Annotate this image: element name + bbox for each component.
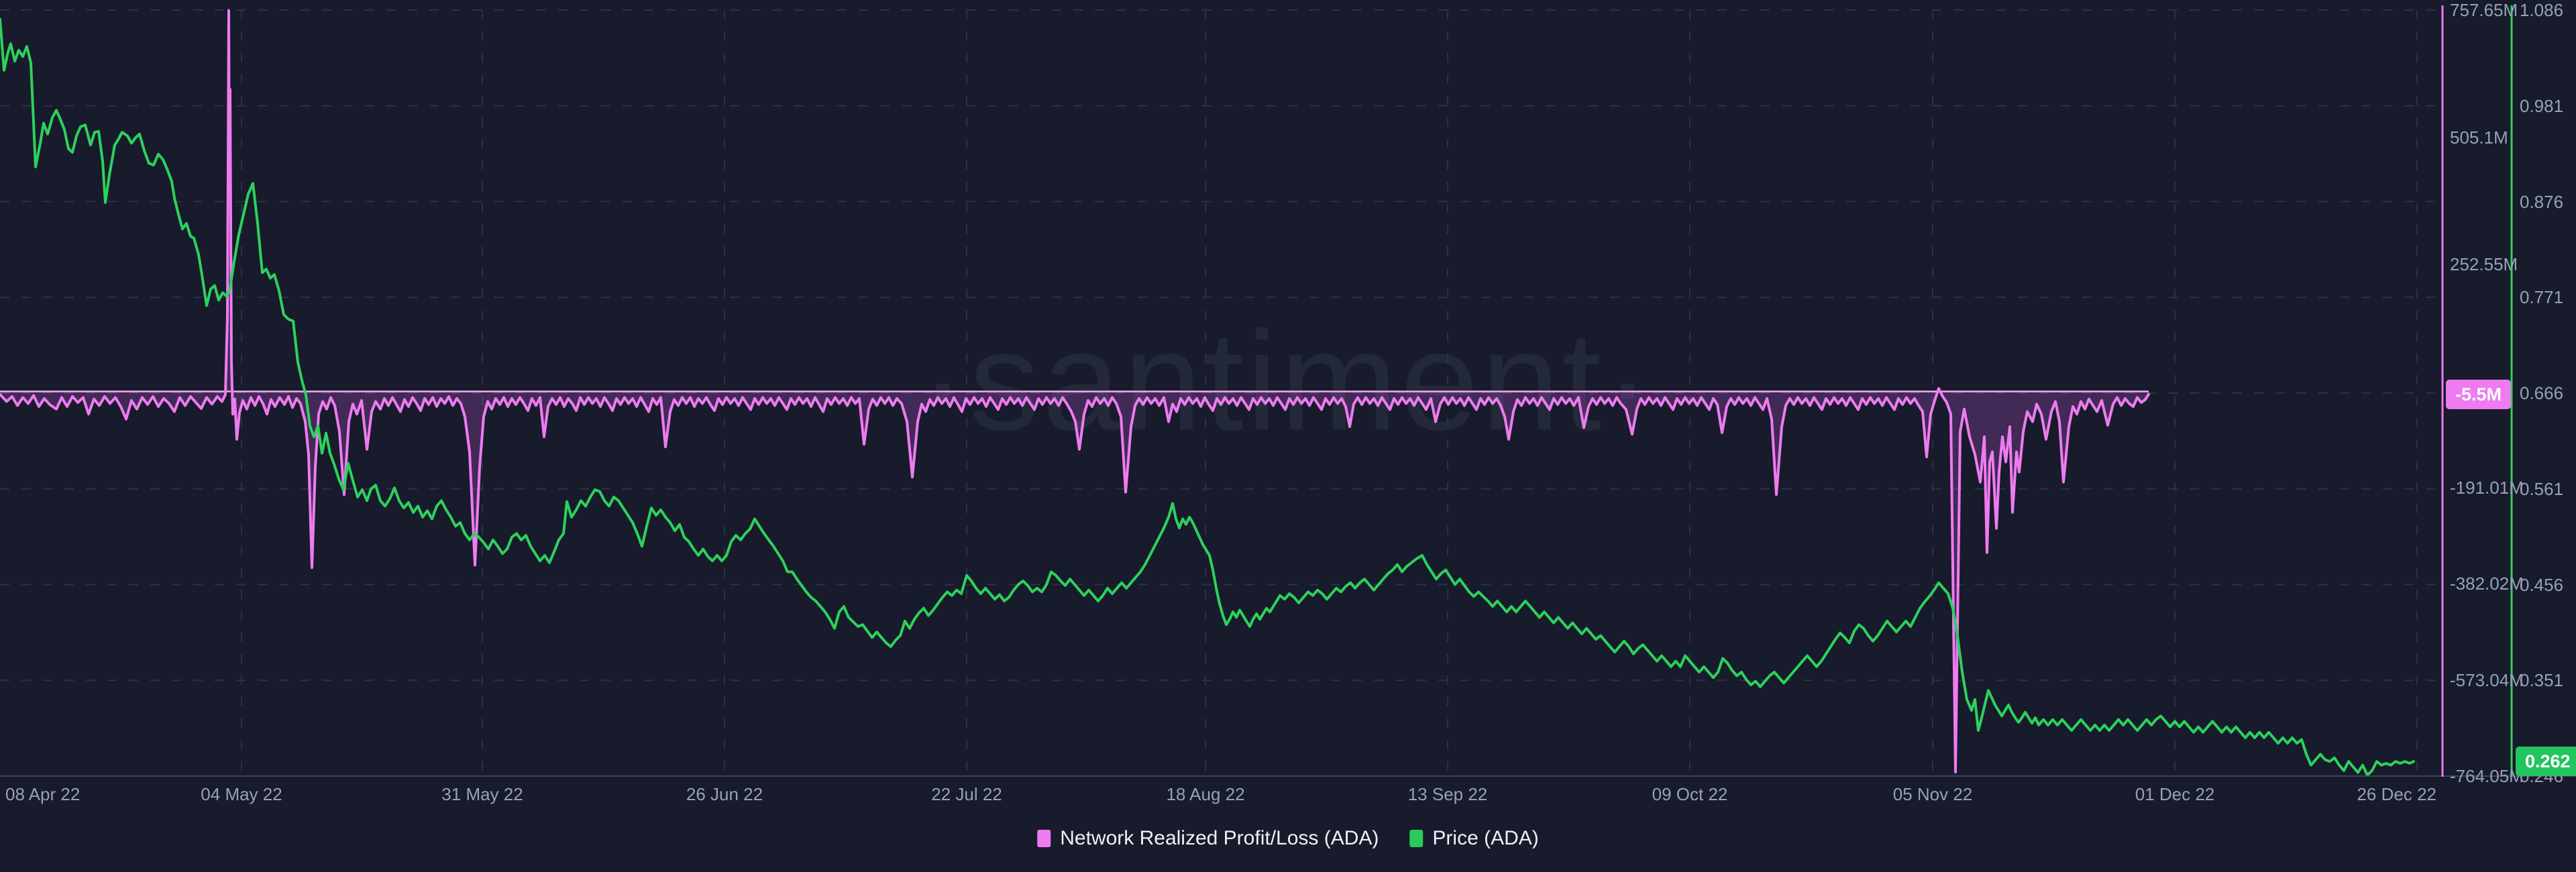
x-axis-label: 22 Jul 22 (931, 784, 1002, 804)
x-axis-label: 04 May 22 (201, 784, 282, 804)
y-axis-label-left: 252.55M (2450, 254, 2518, 274)
x-axis-label: 01 Dec 22 (2135, 784, 2215, 804)
y-axis-label-right: 0.981 (2520, 96, 2564, 116)
gridlines-horizontal (0, 9, 2440, 682)
nrpl-last-value-badge: -5.5M (2446, 380, 2512, 409)
y-axis-label-right: 0.771 (2520, 287, 2564, 307)
legend: Network Realized Profit/Loss (ADA) Price… (1037, 827, 1539, 850)
y-axis-label-right: 0.456 (2520, 575, 2564, 595)
y-axis-label-right: 0.876 (2520, 192, 2564, 212)
legend-label-price: Price (ADA) (1432, 827, 1539, 849)
x-axis-label: 31 May 22 (441, 784, 523, 804)
x-axis-label: 05 Nov 22 (1892, 784, 1973, 804)
y-axis-label-left: -573.04M (2450, 670, 2524, 690)
santiment-watermark: ·santiment· (919, 302, 1654, 460)
price-last-value-badge: 0.262 (2516, 747, 2576, 776)
nrpl-swatch-icon (1037, 830, 1051, 847)
y-axis-label-right: 0.351 (2520, 670, 2564, 690)
x-axis-label: 18 Aug 22 (1166, 784, 1245, 804)
y-axis-label-right: 0.666 (2520, 383, 2564, 403)
y-axis-label-left: 757.65M (2450, 0, 2518, 20)
series-nrpl-line (0, 9, 2150, 773)
x-axis-label: 26 Dec 22 (2357, 784, 2436, 804)
legend-label-nrpl: Network Realized Profit/Loss (ADA) (1060, 827, 1379, 849)
price-swatch-icon (1409, 830, 1424, 847)
y-axis-label-left: 505.1M (2450, 127, 2508, 148)
x-axis-label: 26 Jun 22 (686, 784, 763, 804)
legend-item-nrpl[interactable]: Network Realized Profit/Loss (ADA) (1037, 827, 1379, 850)
y-axis-label-right: 1.086 (2520, 0, 2564, 20)
y-axis-label-right: 0.561 (2520, 479, 2564, 499)
x-axis-label: 09 Oct 22 (1652, 784, 1728, 804)
x-axis-label: 13 Sep 22 (1407, 784, 1488, 804)
x-axis-label: 08 Apr 22 (5, 784, 80, 804)
y-axis-label-left: -382.02M (2450, 574, 2524, 594)
y-axis-label-left: -764.05M (2450, 766, 2524, 786)
legend-item-price[interactable]: Price (ADA) (1409, 827, 1539, 850)
y-axis-label-left: -191.01M (2450, 478, 2524, 498)
series-price-line (0, 17, 2415, 777)
